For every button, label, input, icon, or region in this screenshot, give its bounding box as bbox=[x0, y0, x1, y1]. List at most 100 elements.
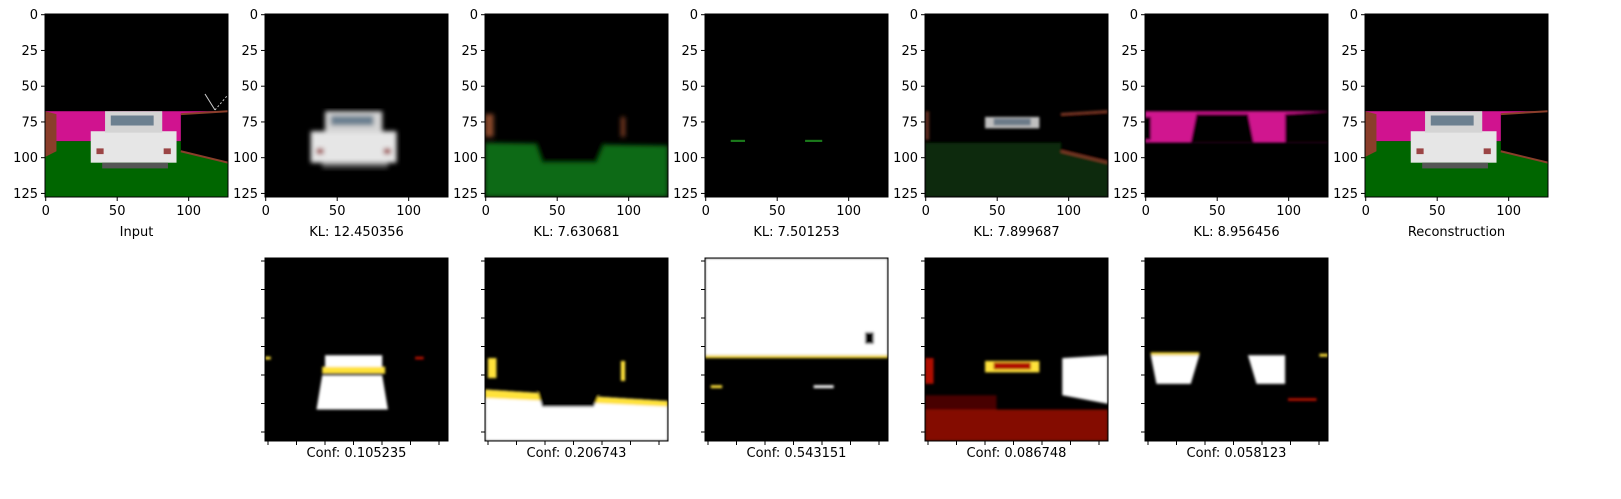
image-area bbox=[1145, 14, 1328, 197]
y-tick-label: 50 bbox=[901, 80, 918, 95]
car-hole bbox=[1190, 114, 1254, 143]
panel-component-2: 0 25 50 75 100 125 0 50 100 KL: 7.630681 bbox=[453, 8, 669, 240]
y-tick-label: 75 bbox=[1341, 115, 1358, 130]
panel-caption: KL: 8.956456 bbox=[1193, 225, 1279, 240]
y-tick-label: 75 bbox=[21, 115, 38, 130]
y-tick-label: 50 bbox=[681, 80, 698, 95]
scene bbox=[45, 14, 228, 197]
x-tick-label: 0 bbox=[42, 204, 50, 219]
panel-caption: Conf: 0.206743 bbox=[527, 446, 627, 461]
x-tick-label: 100 bbox=[396, 204, 421, 219]
y-tick-label: 75 bbox=[241, 115, 258, 130]
image-area bbox=[45, 14, 228, 197]
tail-light-left bbox=[316, 148, 324, 155]
x-tick-label: 100 bbox=[616, 204, 641, 219]
wall-left-hole bbox=[1145, 116, 1151, 140]
edge-spot bbox=[265, 356, 271, 360]
axes-frame bbox=[484, 13, 669, 198]
scene-wall-edge bbox=[180, 150, 228, 164]
magenta-left-hot bbox=[1150, 355, 1200, 384]
heatmap-area bbox=[265, 258, 448, 441]
y-tick-label: 0 bbox=[1130, 8, 1138, 23]
panel-mask-3: Conf: 0.543151 bbox=[701, 257, 889, 461]
y-tick-label: 50 bbox=[1341, 80, 1358, 95]
wall-hot bbox=[487, 358, 497, 379]
image-area bbox=[925, 14, 1108, 197]
car-tires bbox=[1422, 162, 1488, 169]
x-tick-label: 50 bbox=[109, 204, 126, 219]
mask-region bbox=[1150, 352, 1328, 401]
panel-mask-5: Conf: 0.058123 bbox=[1141, 257, 1329, 461]
y-tick-label: 25 bbox=[21, 44, 38, 59]
y-tick-label: 125 bbox=[1333, 187, 1358, 202]
tail-light-right bbox=[1483, 148, 1491, 155]
y-tick-label: 0 bbox=[30, 8, 38, 23]
component-ground bbox=[485, 114, 668, 197]
x-tick-label: 50 bbox=[1209, 204, 1226, 219]
scene-wall-edge bbox=[1500, 150, 1548, 164]
scene-wall-left bbox=[45, 111, 57, 157]
y-tick-label: 25 bbox=[681, 44, 698, 59]
heatmap-area bbox=[1145, 258, 1328, 441]
tail-light-left bbox=[1416, 148, 1424, 155]
ground-region bbox=[485, 142, 668, 197]
window-hot bbox=[993, 362, 1031, 370]
scene-car bbox=[1410, 111, 1497, 169]
image-area bbox=[265, 14, 448, 197]
y-tick-label: 75 bbox=[1121, 115, 1138, 130]
panel-caption: KL: 7.630681 bbox=[533, 225, 619, 240]
wall-left bbox=[925, 111, 930, 140]
car-tires bbox=[102, 162, 168, 169]
green-streak bbox=[730, 139, 746, 142]
scene bbox=[1365, 14, 1548, 197]
car-roof-hot bbox=[325, 355, 383, 369]
panel-caption: Conf: 0.105235 bbox=[307, 446, 407, 461]
y-tick-label: 100 bbox=[893, 151, 918, 166]
y-tick-label: 50 bbox=[1121, 80, 1138, 95]
x-tick-label: 0 bbox=[482, 204, 490, 219]
streak-hot bbox=[813, 385, 834, 389]
scene-wall-right bbox=[1500, 111, 1548, 163]
panel-mask-1: Conf: 0.105235 bbox=[261, 257, 449, 461]
axes-frame bbox=[1144, 13, 1329, 198]
wall-left-patch bbox=[485, 114, 494, 137]
tail-light-left bbox=[96, 148, 104, 155]
car-hot-edge bbox=[322, 366, 386, 374]
image-background bbox=[1145, 14, 1328, 197]
sky-gap bbox=[865, 332, 874, 344]
x-tick-label: 100 bbox=[1056, 204, 1081, 219]
antenna-mark bbox=[214, 95, 228, 111]
y-tick-label: 125 bbox=[233, 187, 258, 202]
wall-right-edge bbox=[1060, 150, 1108, 164]
y-tick-label: 75 bbox=[461, 115, 478, 130]
y-tick-label: 25 bbox=[901, 44, 918, 59]
axes-frame bbox=[1144, 257, 1329, 442]
y-tick-label: 25 bbox=[1341, 44, 1358, 59]
sky-hot bbox=[705, 258, 888, 356]
scene-wall-edge bbox=[1500, 110, 1548, 116]
streak-hot bbox=[710, 385, 723, 389]
panel-caption: KL: 7.899687 bbox=[973, 225, 1059, 240]
edge-hot bbox=[1150, 352, 1200, 356]
component-walls bbox=[925, 110, 1108, 197]
heatmap-area bbox=[925, 258, 1108, 441]
y-tick-label: 100 bbox=[453, 151, 478, 166]
panel-component-5: 0 25 50 75 100 125 0 50 100 KL: 8.956456 bbox=[1113, 8, 1329, 240]
axes-frame bbox=[704, 257, 889, 442]
antenna-mark bbox=[204, 93, 216, 111]
y-tick-label: 25 bbox=[241, 44, 258, 59]
x-tick-label: 0 bbox=[702, 204, 710, 219]
y-tick-label: 25 bbox=[461, 44, 478, 59]
x-tick-label: 100 bbox=[1496, 204, 1521, 219]
wall-hole bbox=[1285, 111, 1328, 143]
x-tick-label: 0 bbox=[1362, 204, 1370, 219]
y-tick-label: 125 bbox=[453, 187, 478, 202]
panel-component-4: 0 25 50 75 100 125 0 50 100 KL: 7.899687 bbox=[893, 8, 1109, 240]
wall-right-edge bbox=[1060, 110, 1108, 116]
x-tick-label: 50 bbox=[329, 204, 346, 219]
x-tick-label: 100 bbox=[176, 204, 201, 219]
mask-region bbox=[925, 355, 1108, 441]
panel-caption: Conf: 0.543151 bbox=[747, 446, 847, 461]
x-tick-label: 50 bbox=[989, 204, 1006, 219]
